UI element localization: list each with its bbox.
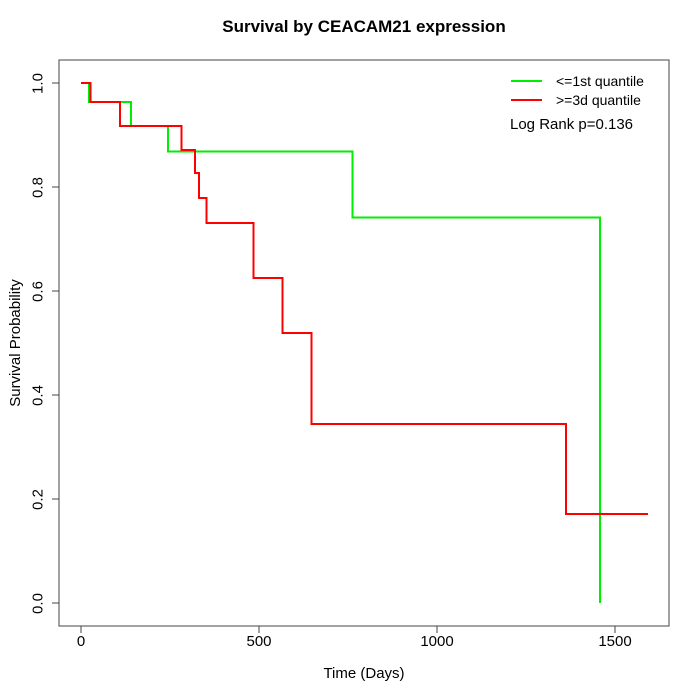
y-tick-label: 1.0	[29, 72, 47, 94]
x-axis-title: Time (Days)	[323, 665, 405, 682]
plot-border	[58, 59, 670, 627]
y-tick-label: 0.6	[29, 280, 47, 302]
legend-item: >=3d quantile	[511, 90, 641, 109]
log-rank-annotation: Log Rank p=0.136	[510, 116, 634, 133]
legend-label: <=1st quantile	[556, 72, 644, 89]
x-tick-label: 1500	[598, 633, 632, 650]
x-tick-label: 500	[246, 633, 272, 650]
legend-line-red	[511, 98, 542, 101]
legend-label: >=3d quantile	[556, 91, 641, 108]
legend-line-green	[511, 79, 542, 82]
y-tick-label: 0.4	[29, 384, 47, 406]
chart-title: Survival by CEACAM21 expression	[222, 17, 506, 36]
legend-item: <=1st quantile	[511, 71, 644, 90]
km-curve-green	[81, 82, 602, 603]
km-curve-red	[81, 82, 649, 516]
y-axis-title: Survival Probability	[7, 279, 24, 407]
x-tick-label: 1000	[420, 633, 454, 650]
x-tick-label: 0	[76, 633, 86, 650]
y-tick-label: 0.0	[29, 592, 47, 614]
y-tick-label: 0.2	[29, 488, 47, 510]
y-tick-label: 0.8	[29, 176, 47, 198]
